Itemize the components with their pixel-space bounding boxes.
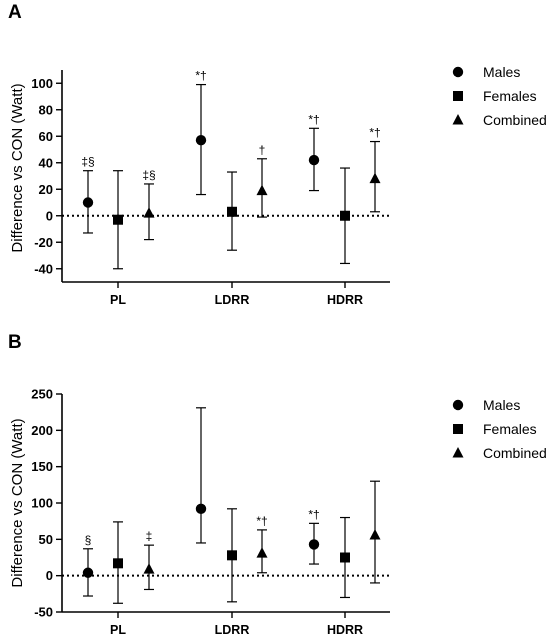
- legend-marker: [452, 66, 464, 78]
- x-tick-label: HDRR: [327, 623, 363, 637]
- legend: Males Females Combined: [452, 64, 547, 128]
- data-point: [227, 550, 237, 561]
- y-tick-label: -20: [34, 235, 53, 250]
- y-tick-label: 200: [31, 423, 53, 438]
- series-males: ‡§ *† *†: [81, 69, 320, 234]
- y-tick-label: 40: [39, 155, 53, 170]
- y-tick-label: 100: [31, 496, 53, 511]
- x-tick-label: HDRR: [327, 293, 363, 307]
- panel-a: A -40 -20 0 20 40 60 80 100 Difference vs CON (Wa…: [8, 2, 547, 307]
- x-tick-label: LDRR: [215, 293, 250, 307]
- x-tick-label: PL: [110, 623, 126, 637]
- y-tick-label: 0: [46, 208, 53, 223]
- data-point: [113, 558, 123, 569]
- panel-b: B -50 0 50 100 150 200 250 Difference vs CON (Wa…: [8, 332, 547, 637]
- y-tick-label: 100: [31, 76, 53, 91]
- legend-label: Females: [483, 421, 537, 437]
- data-point: [113, 214, 123, 225]
- data-point: [143, 207, 155, 218]
- data-point: [308, 154, 320, 166]
- legend: Males Females Combined: [452, 397, 547, 461]
- series-combined: ‡§ † *†: [142, 126, 381, 241]
- legend-label: Combined: [483, 112, 547, 128]
- y-axis-label: Difference vs CON (Watt): [9, 418, 26, 587]
- legend-marker: [452, 447, 464, 458]
- significance-annotation: ‡§: [142, 168, 155, 182]
- data-point: [256, 547, 268, 558]
- significance-annotation: *†: [369, 126, 380, 140]
- y-tick-label: 0: [46, 568, 53, 583]
- data-point: [369, 172, 381, 184]
- data-point: [256, 184, 268, 196]
- legend-marker: [452, 114, 464, 125]
- legend-label: Combined: [483, 445, 547, 461]
- significance-annotation: ‡: [146, 529, 153, 543]
- y-tick-label: 20: [39, 182, 53, 197]
- y-tick-label: 60: [39, 129, 53, 144]
- series-females: [113, 508, 350, 604]
- series-males: § *†: [82, 407, 320, 597]
- x-tick-label: LDRR: [215, 623, 250, 637]
- significance-annotation: *†: [308, 112, 319, 126]
- significance-annotation: §: [85, 533, 92, 547]
- legend-marker: [453, 91, 463, 101]
- y-tick-label: -40: [34, 261, 53, 276]
- data-point: [195, 135, 207, 146]
- x-tick-label: PL: [110, 293, 126, 307]
- y-tick-label: 250: [31, 387, 53, 402]
- panel-label: B: [8, 332, 22, 353]
- significance-annotation: *†: [308, 507, 319, 521]
- y-tick-label: 150: [31, 459, 53, 474]
- data-point: [369, 528, 381, 540]
- data-point: [143, 563, 155, 574]
- significance-annotation: *†: [195, 69, 206, 83]
- legend-label: Males: [483, 397, 520, 413]
- legend-marker: [453, 424, 463, 434]
- y-tick-label: -50: [34, 605, 53, 620]
- data-point: [195, 503, 207, 515]
- data-point: [227, 206, 237, 217]
- y-tick-label: 50: [39, 532, 53, 547]
- significance-annotation: *†: [256, 514, 267, 528]
- data-point: [82, 567, 94, 578]
- legend-label: Females: [483, 88, 537, 104]
- data-point: [340, 552, 350, 563]
- series-females: [113, 167, 350, 270]
- legend-label: Males: [483, 64, 520, 80]
- y-axis-label: Difference vs CON (Watt): [9, 83, 26, 252]
- significance-annotation: †: [259, 143, 266, 157]
- data-point: [340, 210, 350, 221]
- significance-annotation: ‡§: [81, 155, 94, 169]
- series-combined: ‡ *†: [143, 480, 381, 591]
- legend-marker: [452, 399, 464, 411]
- y-tick-label: 80: [39, 102, 53, 117]
- data-point: [308, 539, 320, 550]
- panel-label: A: [8, 2, 22, 23]
- data-point: [82, 197, 94, 208]
